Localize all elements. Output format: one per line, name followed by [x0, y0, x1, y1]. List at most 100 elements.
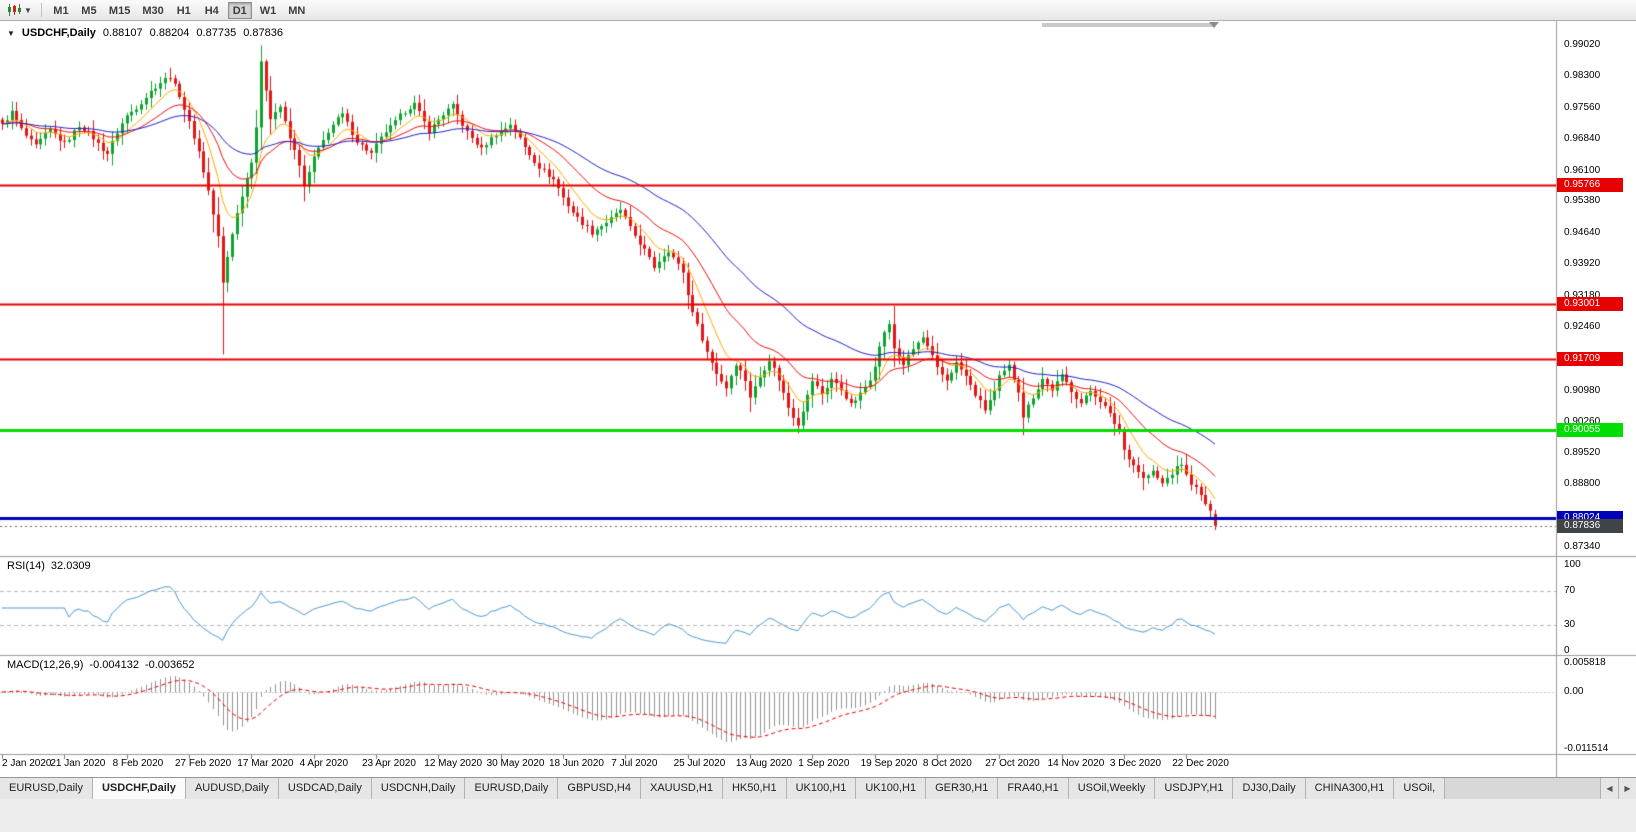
date-axis-label: 1 Sep 2020: [798, 758, 850, 769]
chart-tab-fra40-h1[interactable]: FRA40,H1: [998, 778, 1069, 799]
collapse-triangle-icon[interactable]: ▼: [7, 28, 15, 38]
macd-axis-label: 0.005818: [1564, 657, 1606, 668]
price-axis-tick: 0.88800: [1564, 478, 1601, 490]
price-axis-tick: 0.97560: [1564, 101, 1601, 113]
toolbar-separator: [40, 3, 42, 17]
timeframe-button-D1[interactable]: D1: [227, 1, 252, 19]
timeframe-button-MN[interactable]: MN: [288, 4, 306, 17]
chart-tab-usoil-weekly[interactable]: USOil,Weekly: [1068, 778, 1156, 799]
tabs-scroll-right-button[interactable]: ▶: [1618, 778, 1636, 799]
timeframe-button-M1[interactable]: M1: [53, 4, 69, 17]
macd-main-value: -0.004132: [89, 659, 139, 671]
rsi-level-label: 70: [1564, 584, 1576, 596]
price-axis-tick: 0.93920: [1564, 258, 1601, 270]
date-axis-label: 8 Feb 2020: [112, 758, 164, 769]
price-axis-tick: 0.87340: [1564, 541, 1601, 552]
price-axis-tick: 0.96840: [1564, 132, 1601, 144]
chart-tab-usdjpy-h1[interactable]: USDJPY,H1: [1155, 778, 1234, 799]
date-axis-label: 4 Apr 2020: [299, 758, 348, 769]
price-axis-tick: 0.89520: [1564, 447, 1601, 459]
chart-canvas[interactable]: [0, 21, 1636, 777]
date-axis-label: 27 Feb 2020: [174, 758, 232, 769]
date-axis-label: 27 Oct 2020: [985, 758, 1040, 769]
date-axis-label: 14 Nov 2020: [1047, 758, 1105, 769]
price-line-badge: 0.93001: [1557, 296, 1623, 311]
chart-tab-xauusd-h1[interactable]: XAUUSD,H1: [640, 778, 723, 799]
chart-tab-audusd-daily[interactable]: AUDUSD,Daily: [185, 778, 279, 799]
chart-tab-eurusd-daily[interactable]: EURUSD,Daily: [0, 778, 93, 799]
timeframe-button-M15[interactable]: M15: [108, 4, 131, 17]
chart-tab-uk100-h1[interactable]: UK100,H1: [856, 778, 927, 799]
chart-tab-usoil-[interactable]: USOil,: [1394, 778, 1446, 799]
price-axis-tick: 0.96100: [1564, 164, 1601, 176]
rsi-level-label: 0: [1564, 645, 1570, 656]
chart-window: ▼ USDCHF,Daily 0.88107 0.88204 0.87735 0…: [0, 21, 1636, 777]
macd-axis-label: -0.011514: [1564, 743, 1609, 754]
price-axis-tick: 0.98300: [1564, 69, 1601, 81]
date-axis-label: 17 Mar 2020: [237, 758, 294, 769]
price-line-badge: 0.91709: [1557, 352, 1623, 367]
chart-tab-eurusd-daily[interactable]: EURUSD,Daily: [465, 778, 559, 799]
price-axis-tick: 0.99020: [1564, 39, 1601, 50]
rsi-level-label: 30: [1564, 619, 1576, 631]
chart-hscrollbar-thumb[interactable]: [1042, 23, 1214, 27]
date-axis-label: 30 May 2020: [486, 758, 545, 769]
rsi-level-label: 100: [1564, 559, 1581, 570]
timeframe-button-W1[interactable]: W1: [259, 4, 277, 17]
symbol-timeframe-label: USDCHF,Daily: [21, 27, 96, 39]
chart-type-dropdown[interactable]: ▼: [3, 2, 36, 19]
date-axis-label: 3 Dec 2020: [1109, 758, 1162, 769]
chart-shift-marker-icon[interactable]: [1209, 22, 1219, 28]
chart-tab-dj30-daily[interactable]: DJ30,Daily: [1233, 778, 1306, 799]
macd-axis-label: 0.00: [1564, 685, 1584, 697]
chart-tab-usdcnh-daily[interactable]: USDCNH,Daily: [371, 778, 466, 799]
chart-tab-usdchf-daily[interactable]: USDCHF,Daily: [92, 778, 186, 799]
timeframe-button-H1[interactable]: H1: [176, 4, 191, 17]
rsi-value: 32.0309: [50, 560, 91, 572]
rsi-panel-title: RSI(14) 32.0309: [7, 560, 91, 572]
macd-label: MACD(12,26,9): [7, 659, 84, 671]
price-axis-tick: 0.93180: [1564, 290, 1601, 301]
price-axis-tick: 0.95380: [1564, 195, 1601, 207]
date-axis-label: 22 Dec 2020: [1172, 758, 1229, 769]
chart-tab-gbpusd-h4[interactable]: GBPUSD,H4: [558, 778, 641, 799]
macd-panel-title: MACD(12,26,9) -0.004132 -0.003652: [7, 659, 195, 671]
quote-high: 0.88204: [149, 27, 190, 39]
chart-title: ▼ USDCHF,Daily 0.88107 0.88204 0.87735 0…: [7, 27, 283, 39]
current-price-badge: 0.87836: [1557, 518, 1623, 533]
chevron-down-icon: ▼: [24, 5, 32, 15]
chart-tabs-bar: EURUSD,Daily USDCHF,Daily AUDUSD,Daily USDC…: [0, 777, 1636, 799]
date-axis-label: 12 May 2020: [424, 758, 483, 769]
price-axis-tick: 0.90980: [1564, 384, 1601, 396]
tabs-scroll-left-button[interactable]: ◀: [1600, 778, 1618, 799]
chart-tab-ger30-h1[interactable]: GER30,H1: [926, 778, 999, 799]
macd-signal-value: -0.003652: [144, 659, 195, 671]
date-axis-label: 18 Jun 2020: [548, 758, 604, 769]
chart-tab-hk50-h1[interactable]: HK50,H1: [722, 778, 787, 799]
candlestick-chart-icon: [8, 4, 21, 16]
timeframe-button-M30[interactable]: M30: [142, 4, 164, 17]
price-line-badge: 0.90055: [1557, 423, 1623, 438]
timeframe-button-M5[interactable]: M5: [81, 4, 97, 17]
timeframe-toolbar: ▼ M1 M5 M15 M30 H1 H4 D1 W1 MN: [0, 0, 1636, 21]
price-axis-tick: 0.92460: [1564, 320, 1601, 332]
timeframe-buttons: M1 M5 M15 M30 H1 H4 D1 W1 MN: [47, 1, 311, 19]
chart-tab-uk100-h1[interactable]: UK100,H1: [786, 778, 857, 799]
date-axis-label: 8 Oct 2020: [922, 758, 972, 769]
date-axis-label: 21 Jan 2020: [50, 758, 106, 769]
chart-tab-usdcad-daily[interactable]: USDCAD,Daily: [278, 778, 372, 799]
price-axis-tick: 0.90260: [1564, 415, 1601, 427]
status-strip: [0, 799, 1636, 832]
date-axis-label: 7 Jul 2020: [611, 758, 658, 769]
date-axis-label: 2 Jan 2020: [2, 758, 52, 769]
rsi-label: RSI(14): [7, 560, 45, 572]
quote-close: 0.87836: [243, 27, 283, 39]
date-axis-label: 13 Aug 2020: [735, 758, 793, 769]
quote-open: 0.88107: [102, 27, 143, 39]
chart-tab-china300-h1[interactable]: CHINA300,H1: [1305, 778, 1395, 799]
timeframe-button-H4[interactable]: H4: [204, 4, 219, 17]
quote-low: 0.87735: [196, 27, 237, 39]
price-axis-tick: 0.94640: [1564, 227, 1601, 239]
price-line-badge: 0.95766: [1557, 177, 1623, 192]
date-axis-label: 25 Jul 2020: [673, 758, 726, 769]
